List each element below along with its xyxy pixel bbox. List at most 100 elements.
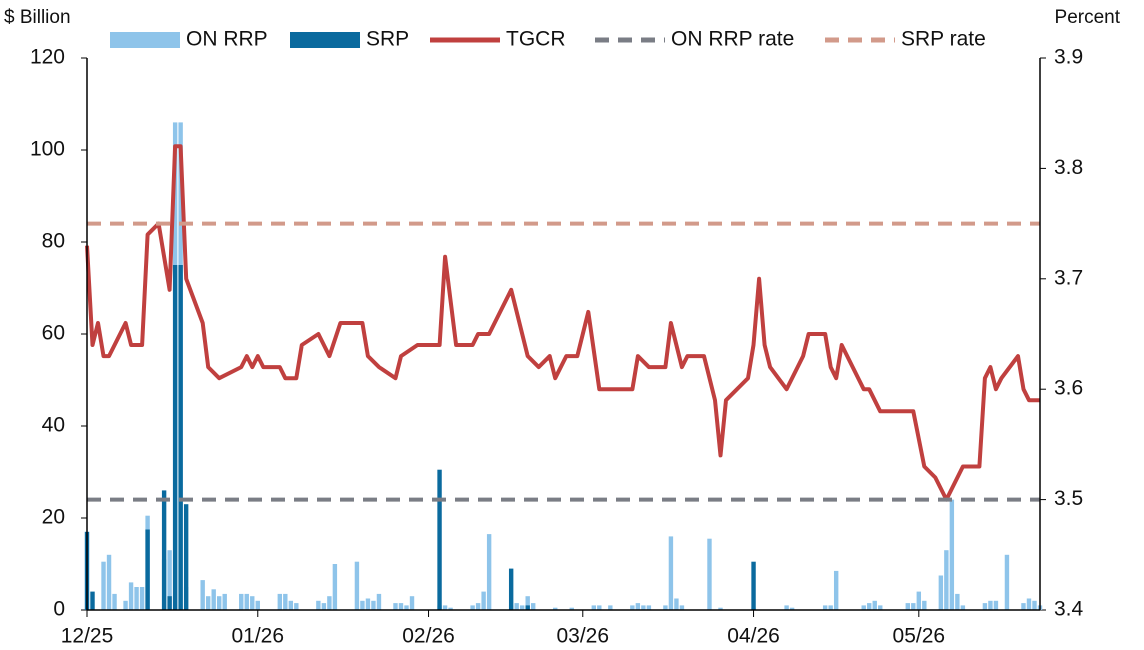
bar [205, 596, 211, 610]
bar [134, 587, 139, 610]
bar [250, 596, 255, 610]
bar [145, 529, 150, 610]
x-tick-label: 03/26 [556, 625, 609, 648]
bar [531, 603, 536, 610]
x-tick-label: 04/26 [727, 625, 780, 648]
legend-label: SRP rate [901, 28, 986, 51]
bar [679, 605, 685, 610]
bar [922, 600, 927, 610]
legend-label: ON RRP [186, 28, 268, 51]
bar [316, 600, 321, 610]
bar [200, 580, 205, 610]
bar [822, 605, 828, 610]
bar [663, 605, 668, 610]
legend-label: ON RRP rate [671, 28, 794, 51]
bar [321, 603, 327, 610]
y-tick-label: 40 [42, 414, 65, 437]
bar [211, 589, 216, 610]
bar [172, 265, 178, 610]
bar [905, 603, 910, 610]
bar [327, 596, 332, 610]
bar [525, 605, 530, 610]
bar [668, 536, 674, 610]
bar [486, 534, 492, 610]
y2-tick-label: 3.7 [1054, 266, 1083, 289]
bar [217, 596, 222, 610]
bar [332, 564, 338, 610]
bar [784, 605, 789, 610]
bar [161, 490, 167, 610]
bar [448, 607, 453, 610]
bar [178, 265, 183, 610]
y2-tick-label: 3.6 [1054, 377, 1083, 400]
bar [354, 561, 360, 610]
bar [123, 600, 128, 610]
bar [167, 596, 172, 610]
y2-tick-label: 3.8 [1054, 156, 1083, 179]
legend-swatch [290, 32, 360, 48]
bar [718, 607, 723, 610]
bar [630, 605, 635, 610]
line [85, 144, 1040, 502]
bar [553, 607, 558, 610]
bar [239, 593, 244, 610]
bar [481, 591, 486, 610]
bar [393, 603, 398, 610]
x-tick-label: 01/26 [231, 625, 284, 648]
bar [1032, 600, 1037, 610]
y2-tick-label: 3.4 [1054, 598, 1084, 621]
bar [470, 605, 475, 610]
bar [872, 600, 877, 610]
bar [949, 499, 955, 610]
bar [525, 596, 530, 610]
bar [833, 570, 839, 610]
y-tick-label: 20 [42, 506, 65, 529]
bar [112, 593, 117, 610]
bar [867, 603, 872, 610]
bar [641, 605, 646, 610]
bar [255, 600, 260, 610]
y-tick-label: 60 [42, 322, 65, 345]
bar [442, 605, 448, 610]
y-tick-label: 100 [30, 138, 65, 161]
bar [106, 554, 112, 610]
bar [90, 591, 95, 610]
bar [916, 591, 922, 610]
y-tick-label: 80 [42, 230, 65, 253]
bar [183, 504, 189, 610]
bar [1021, 603, 1026, 610]
bar [955, 593, 960, 610]
y2-tick-label: 3.9 [1054, 46, 1083, 69]
legend-label: TGCR [506, 28, 566, 51]
bar [288, 600, 294, 610]
bar [128, 582, 134, 610]
y2-tick-label: 3.5 [1054, 487, 1083, 510]
legend-swatch [110, 32, 180, 48]
bar [437, 469, 442, 610]
bar [993, 600, 999, 610]
bar [1004, 554, 1010, 610]
bar [398, 603, 404, 610]
x-tick-label: 02/26 [402, 625, 455, 648]
bar [646, 605, 652, 610]
bar [878, 605, 883, 610]
y-axis-label: $ Billion [4, 7, 71, 28]
bar [277, 593, 283, 610]
bar [508, 568, 514, 610]
bar [409, 596, 415, 610]
bar [944, 550, 949, 610]
bar [591, 605, 596, 610]
bar [514, 603, 519, 610]
y-tick-label: 120 [30, 46, 65, 69]
y2-axis-label: Percent [1055, 7, 1121, 28]
bar [569, 607, 574, 610]
bar [1026, 598, 1032, 610]
bar [911, 603, 916, 610]
bar [789, 607, 795, 610]
bar [167, 550, 172, 610]
bar [635, 603, 641, 610]
bar [674, 598, 679, 610]
bar [751, 561, 756, 610]
bar [360, 600, 365, 610]
